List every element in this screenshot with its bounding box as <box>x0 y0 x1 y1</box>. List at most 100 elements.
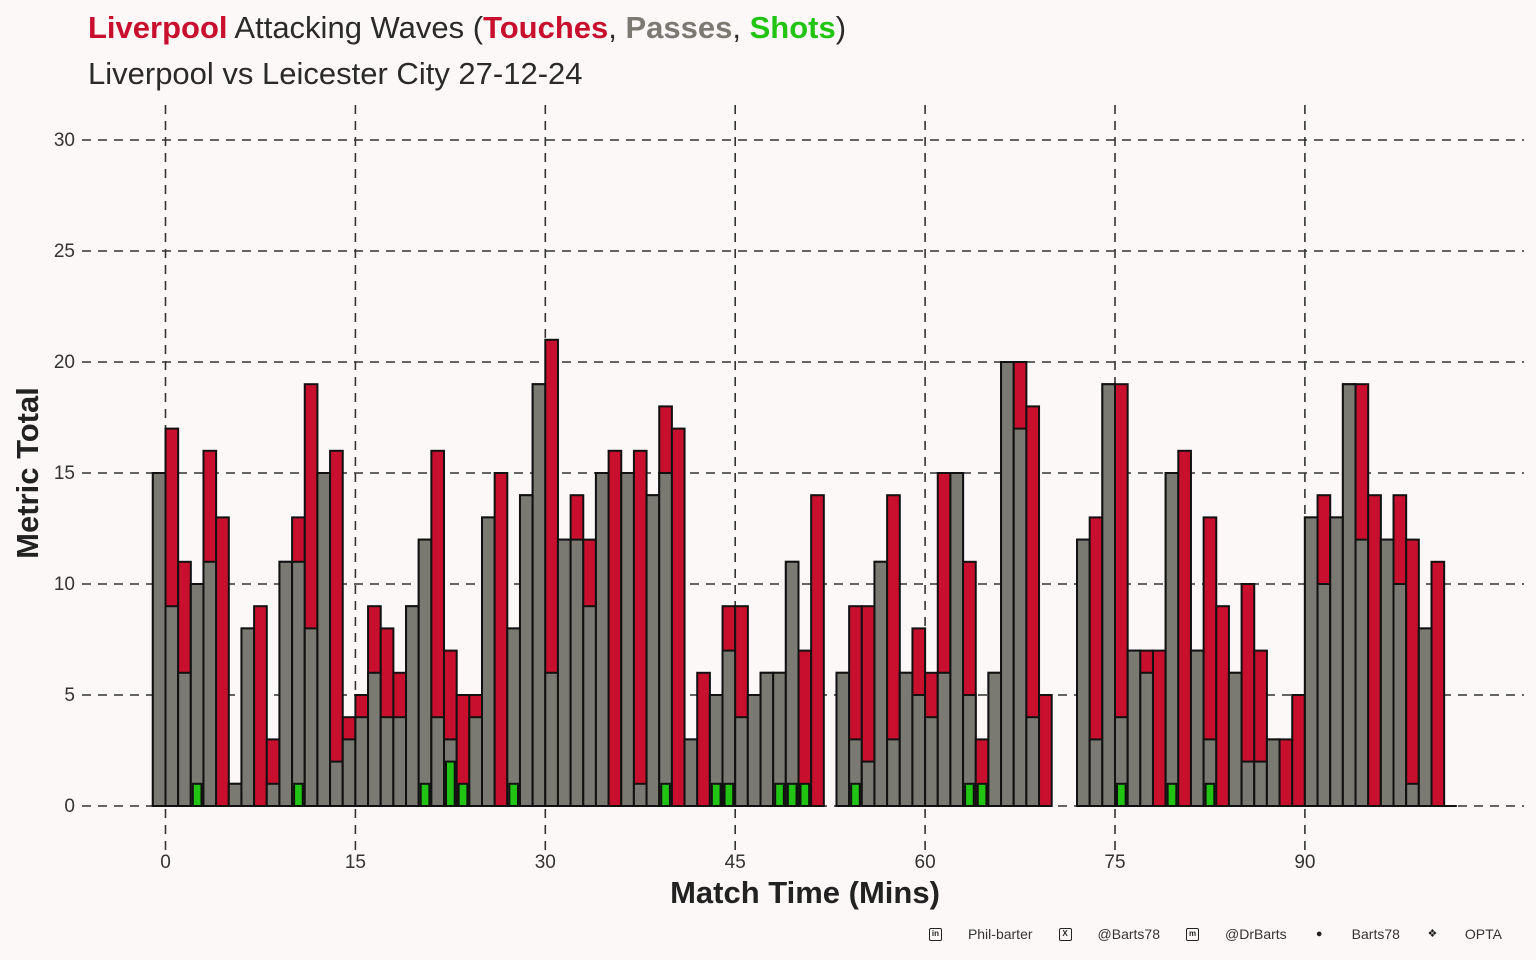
title-passes: Passes <box>625 10 733 45</box>
shots-bar <box>445 760 456 807</box>
touches-bar <box>670 427 686 807</box>
passes-bar <box>594 472 610 807</box>
dropbox-icon: ❖ <box>1427 927 1438 940</box>
credit-item: X @Barts78 <box>1058 926 1160 942</box>
credit-text: Phil-barter <box>967 926 1033 942</box>
x-icon: X <box>1058 927 1072 941</box>
shots-bar <box>660 782 671 807</box>
passes-bar <box>1189 649 1205 807</box>
passes-bar <box>531 383 547 807</box>
passes-bar <box>392 716 408 808</box>
credit-text: @DrBarts <box>1225 926 1287 942</box>
credit-text: @Barts78 <box>1097 926 1160 942</box>
passes-bar <box>746 694 762 807</box>
passes-bar <box>1303 516 1319 808</box>
passes-bar <box>1405 782 1420 807</box>
x-tick-label: 45 <box>725 852 746 873</box>
title-shots: Shots <box>749 10 836 45</box>
passes-bar <box>278 560 294 807</box>
shots-bar <box>774 782 785 807</box>
touches-bar <box>1215 605 1230 808</box>
passes-bar <box>518 494 534 807</box>
passes-bar <box>683 738 699 808</box>
passes-bar <box>1240 760 1256 807</box>
passes-bar <box>379 716 395 808</box>
passes-bar <box>734 716 749 808</box>
y-axis-title: Metric Total <box>10 387 45 559</box>
passes-bar <box>860 760 876 807</box>
passes-bar <box>898 671 914 807</box>
touches-bar <box>1430 560 1446 807</box>
passes-bar <box>468 716 483 808</box>
passes-bar <box>354 716 370 808</box>
passes-bar <box>164 605 180 808</box>
passes-bar <box>405 605 420 808</box>
touches-bar <box>632 449 648 807</box>
passes-bar <box>1354 538 1370 807</box>
mastodon-icon: m <box>1186 927 1199 941</box>
passes-bar <box>835 671 851 807</box>
passes-bar <box>759 671 775 807</box>
y-tick-label: 5 <box>64 685 75 706</box>
title-sep-2: , <box>732 10 750 45</box>
passes-bar <box>1329 516 1344 808</box>
shots-bar <box>850 782 861 807</box>
shots-bar <box>457 782 469 807</box>
y-tick-label: 10 <box>54 574 75 595</box>
shots-bar <box>293 782 304 807</box>
title-touches: Touches <box>483 10 609 45</box>
touches-bar <box>1291 694 1306 807</box>
y-tick-label: 25 <box>54 241 75 262</box>
passes-bar <box>1000 361 1015 807</box>
credit-text: Barts78 <box>1351 926 1400 942</box>
passes-bar <box>189 583 205 807</box>
title-team: Liverpool <box>88 10 228 45</box>
touches-bar <box>329 449 344 807</box>
passes-bar <box>177 671 192 807</box>
passes-bar <box>987 671 1003 807</box>
passes-bar <box>1139 671 1154 807</box>
linkedin-icon: in <box>928 927 942 941</box>
passes-bar <box>151 472 167 807</box>
passes-bar <box>240 627 256 808</box>
github-icon: ● <box>1315 927 1323 940</box>
touches-bar <box>1367 494 1382 807</box>
passes-bar <box>329 760 344 807</box>
touches-bar <box>1405 538 1420 807</box>
shots-bar <box>191 782 203 807</box>
passes-bar <box>1392 583 1408 807</box>
touches-bar <box>493 472 509 807</box>
passes-bar <box>1126 649 1142 807</box>
x-tick-label: 60 <box>915 852 936 873</box>
x-tick-label: 90 <box>1294 852 1315 873</box>
y-tick-label: 20 <box>54 352 75 373</box>
x-tick-label: 75 <box>1104 852 1125 873</box>
passes-bar <box>1265 738 1281 808</box>
passes-bar <box>481 516 496 808</box>
passes-bar <box>949 472 965 807</box>
touches-bar <box>215 516 230 808</box>
shots-bar <box>419 782 431 807</box>
shots-bar <box>1204 782 1216 807</box>
passes-bar <box>556 538 572 807</box>
passes-bar <box>873 560 889 807</box>
passes-bar <box>911 694 927 807</box>
passes-bar <box>506 627 521 808</box>
touches-bar <box>797 649 813 807</box>
passes-bar <box>227 782 243 807</box>
x-tick-label: 0 <box>160 852 171 873</box>
shots-bar <box>1166 782 1178 807</box>
passes-bar <box>620 472 635 807</box>
touches-bar <box>1038 694 1053 807</box>
passes-bar <box>658 472 673 807</box>
touches-bar <box>253 605 268 808</box>
credit-text: OPTA <box>1464 926 1502 942</box>
y-tick-label: 0 <box>64 796 75 817</box>
passes-bar <box>1101 383 1116 807</box>
shots-bar <box>976 782 988 807</box>
touches-bar <box>1151 649 1167 807</box>
passes-bar <box>721 649 737 807</box>
credit-item: m @DrBarts <box>1186 926 1287 942</box>
passes-bar <box>1253 760 1268 807</box>
